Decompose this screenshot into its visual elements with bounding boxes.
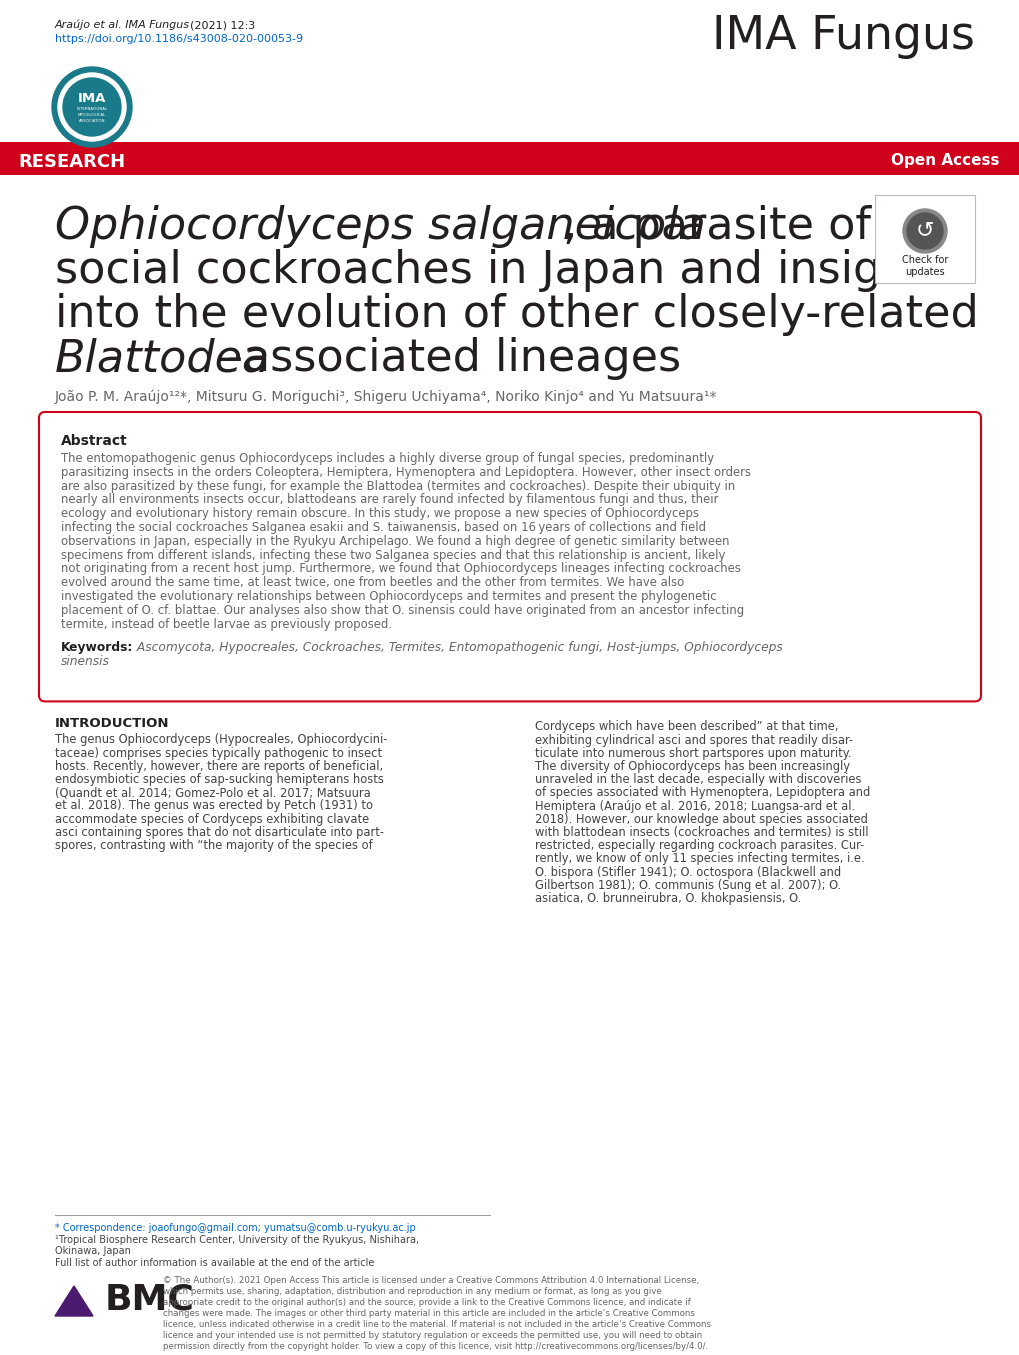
Text: investigated the evolutionary relationships between Ophiocordyceps and termites : investigated the evolutionary relationsh… (61, 589, 716, 603)
Text: ¹Tropical Biosphere Research Center, University of the Ryukyus, Nishihara,: ¹Tropical Biosphere Research Center, Uni… (55, 1234, 419, 1245)
Text: evolved around the same time, at least twice, one from beetles and the other fro: evolved around the same time, at least t… (61, 576, 684, 589)
Text: Cordyceps which have been described” at that time,: Cordyceps which have been described” at … (535, 721, 838, 733)
Text: Araújo et al. IMA Fungus: Araújo et al. IMA Fungus (55, 20, 190, 31)
Text: of species associated with Hymenoptera, Lepidoptera and: of species associated with Hymenoptera, … (535, 786, 869, 799)
Text: licence, unless indicated otherwise in a credit line to the material. If materia: licence, unless indicated otherwise in a… (163, 1320, 710, 1329)
Circle shape (52, 66, 131, 146)
Text: licence and your intended use is not permitted by statutory regulation or exceed: licence and your intended use is not per… (163, 1331, 701, 1340)
Text: restricted, especially regarding cockroach parasites. Cur-: restricted, especially regarding cockroa… (535, 839, 863, 852)
Text: 2018). However, our knowledge about species associated: 2018). However, our knowledge about spec… (535, 813, 867, 825)
Text: asiatica, O. brunneirubra, O. khokpasiensis, O.: asiatica, O. brunneirubra, O. khokpasien… (535, 892, 801, 905)
Text: endosymbiotic species of sap-sucking hemipterans hosts: endosymbiotic species of sap-sucking hem… (55, 772, 383, 786)
FancyBboxPatch shape (0, 142, 1019, 175)
Text: Full list of author information is available at the end of the article: Full list of author information is avail… (55, 1257, 374, 1268)
Text: -associated lineages: -associated lineages (227, 337, 681, 379)
Text: specimens from different islands, infecting these two Salganea species and that : specimens from different islands, infect… (61, 549, 725, 561)
Text: changes were made. The images or other third party material in this article are : changes were made. The images or other t… (163, 1309, 694, 1318)
Text: not originating from a recent host jump. Furthermore, we found that Ophiocordyce: not originating from a recent host jump.… (61, 562, 740, 576)
Text: Ascomycota, Hypocreales, Cockroaches, Termites, Entomopathogenic fungi, Host-jum: Ascomycota, Hypocreales, Cockroaches, Te… (132, 641, 782, 654)
Text: which permits use, sharing, adaptation, distribution and reproduction in any med: which permits use, sharing, adaptation, … (163, 1287, 661, 1295)
Text: Keywords:: Keywords: (61, 641, 133, 654)
Text: with blattodean insects (cockroaches and termites) is still: with blattodean insects (cockroaches and… (535, 827, 867, 839)
Text: termite, instead of beetle larvae as previously proposed.: termite, instead of beetle larvae as pre… (61, 618, 391, 630)
Text: Abstract: Abstract (61, 434, 127, 449)
Text: ecology and evolutionary history remain obscure. In this study, we propose a new: ecology and evolutionary history remain … (61, 507, 698, 520)
Circle shape (902, 209, 946, 253)
Text: (2021) 12:3: (2021) 12:3 (190, 20, 255, 30)
Text: BMC: BMC (105, 1283, 195, 1317)
Text: IMA Fungus: IMA Fungus (711, 14, 974, 60)
Text: INTRODUCTION: INTRODUCTION (55, 717, 169, 730)
Text: Ophiocordyceps salganeicola: Ophiocordyceps salganeicola (55, 205, 705, 248)
Text: (Quandt et al. 2014; Gomez-Polo et al. 2017; Matsuura: (Quandt et al. 2014; Gomez-Polo et al. 2… (55, 786, 370, 799)
Text: taceae) comprises species typically pathogenic to insect: taceae) comprises species typically path… (55, 747, 382, 760)
Text: RESEARCH: RESEARCH (18, 153, 125, 171)
Text: infecting the social cockroaches Salganea esakii and S. taiwanensis, based on 16: infecting the social cockroaches Salgane… (61, 522, 705, 534)
Text: MYCOLOGICAL: MYCOLOGICAL (77, 112, 106, 117)
Text: ↺: ↺ (915, 220, 933, 240)
Text: João P. M. Araújo¹²*, Mitsuru G. Moriguchi³, Shigeru Uchiyama⁴, Noriko Kinjo⁴ an: João P. M. Araújo¹²*, Mitsuru G. Moriguc… (55, 390, 716, 405)
Text: accommodate species of Cordyceps exhibiting clavate: accommodate species of Cordyceps exhibit… (55, 813, 369, 825)
Text: Gilbertson 1981); O. communis (Sung et al. 2007); O.: Gilbertson 1981); O. communis (Sung et a… (535, 879, 841, 892)
Text: INTERNATIONAL: INTERNATIONAL (76, 107, 107, 111)
Circle shape (906, 213, 943, 249)
Text: Check for: Check for (901, 255, 948, 266)
Text: https://doi.org/10.1186/s43008-020-00053-9: https://doi.org/10.1186/s43008-020-00053… (55, 34, 303, 43)
Text: exhibiting cylindrical asci and spores that readily disar-: exhibiting cylindrical asci and spores t… (535, 733, 852, 747)
Text: asci containing spores that do not disarticulate into part-: asci containing spores that do not disar… (55, 825, 383, 839)
Text: Okinawa, Japan: Okinawa, Japan (55, 1247, 130, 1256)
Text: permission directly from the copyright holder. To view a copy of this licence, v: permission directly from the copyright h… (163, 1341, 707, 1351)
Circle shape (58, 73, 126, 141)
Text: into the evolution of other closely-related: into the evolution of other closely-rela… (55, 293, 978, 336)
Text: spores, contrasting with “the majority of the species of: spores, contrasting with “the majority o… (55, 839, 372, 852)
Circle shape (63, 79, 121, 136)
Text: updates: updates (904, 267, 944, 276)
Text: placement of O. cf. blattae. Our analyses also show that O. sinensis could have : placement of O. cf. blattae. Our analyse… (61, 604, 744, 617)
Text: parasitizing insects in the orders Coleoptera, Hemiptera, Hymenoptera and Lepido: parasitizing insects in the orders Coleo… (61, 466, 750, 478)
Text: hosts. Recently, however, there are reports of beneficial,: hosts. Recently, however, there are repo… (55, 760, 383, 772)
Polygon shape (55, 1286, 93, 1316)
Text: * Correspondence: joaofungo@gmail.com; yumatsu@comb.u-ryukyu.ac.jp: * Correspondence: joaofungo@gmail.com; y… (55, 1224, 416, 1233)
Text: appropriate credit to the original author(s) and the source, provide a link to t: appropriate credit to the original autho… (163, 1298, 690, 1308)
Text: O. bispora (Stifler 1941); O. octospora (Blackwell and: O. bispora (Stifler 1941); O. octospora … (535, 866, 841, 878)
Text: Open Access: Open Access (891, 153, 999, 168)
Text: Blattodea: Blattodea (55, 337, 270, 379)
Text: unraveled in the last decade, especially with discoveries: unraveled in the last decade, especially… (535, 774, 861, 786)
Text: The entomopathogenic genus Ophiocordyceps includes a highly diverse group of fun: The entomopathogenic genus Ophiocordycep… (61, 453, 713, 465)
Text: ticulate into numerous short partspores upon maturity.: ticulate into numerous short partspores … (535, 747, 851, 760)
Text: nearly all environments insects occur, blattodeans are rarely found infected by : nearly all environments insects occur, b… (61, 493, 717, 507)
Text: et al. 2018). The genus was erected by Petch (1931) to: et al. 2018). The genus was erected by P… (55, 799, 373, 813)
Text: The genus Ophiocordyceps (Hypocreales, Ophiocordycini-: The genus Ophiocordyceps (Hypocreales, O… (55, 733, 387, 747)
FancyBboxPatch shape (874, 195, 974, 283)
Text: ASSOCIATION: ASSOCIATION (78, 119, 105, 123)
Text: rently, we know of only 11 species infecting termites, i.e.: rently, we know of only 11 species infec… (535, 852, 864, 866)
Text: social cockroaches in Japan and insights: social cockroaches in Japan and insights (55, 249, 949, 291)
FancyBboxPatch shape (39, 412, 980, 702)
Text: IMA: IMA (77, 92, 106, 104)
Text: , a parasite of: , a parasite of (562, 205, 870, 248)
Text: © The Author(s). 2021 Open Access This article is licensed under a Creative Comm: © The Author(s). 2021 Open Access This a… (163, 1276, 698, 1285)
Text: are also parasitized by these fungi, for example the Blattodea (termites and coc: are also parasitized by these fungi, for… (61, 480, 735, 493)
Text: Hemiptera (Araújo et al. 2016, 2018; Luangsa-ard et al.: Hemiptera (Araújo et al. 2016, 2018; Lua… (535, 799, 854, 813)
Text: sinensis: sinensis (61, 656, 110, 668)
Text: The diversity of Ophiocordyceps has been increasingly: The diversity of Ophiocordyceps has been… (535, 760, 849, 772)
Text: observations in Japan, especially in the Ryukyu Archipelago. We found a high deg: observations in Japan, especially in the… (61, 535, 729, 547)
